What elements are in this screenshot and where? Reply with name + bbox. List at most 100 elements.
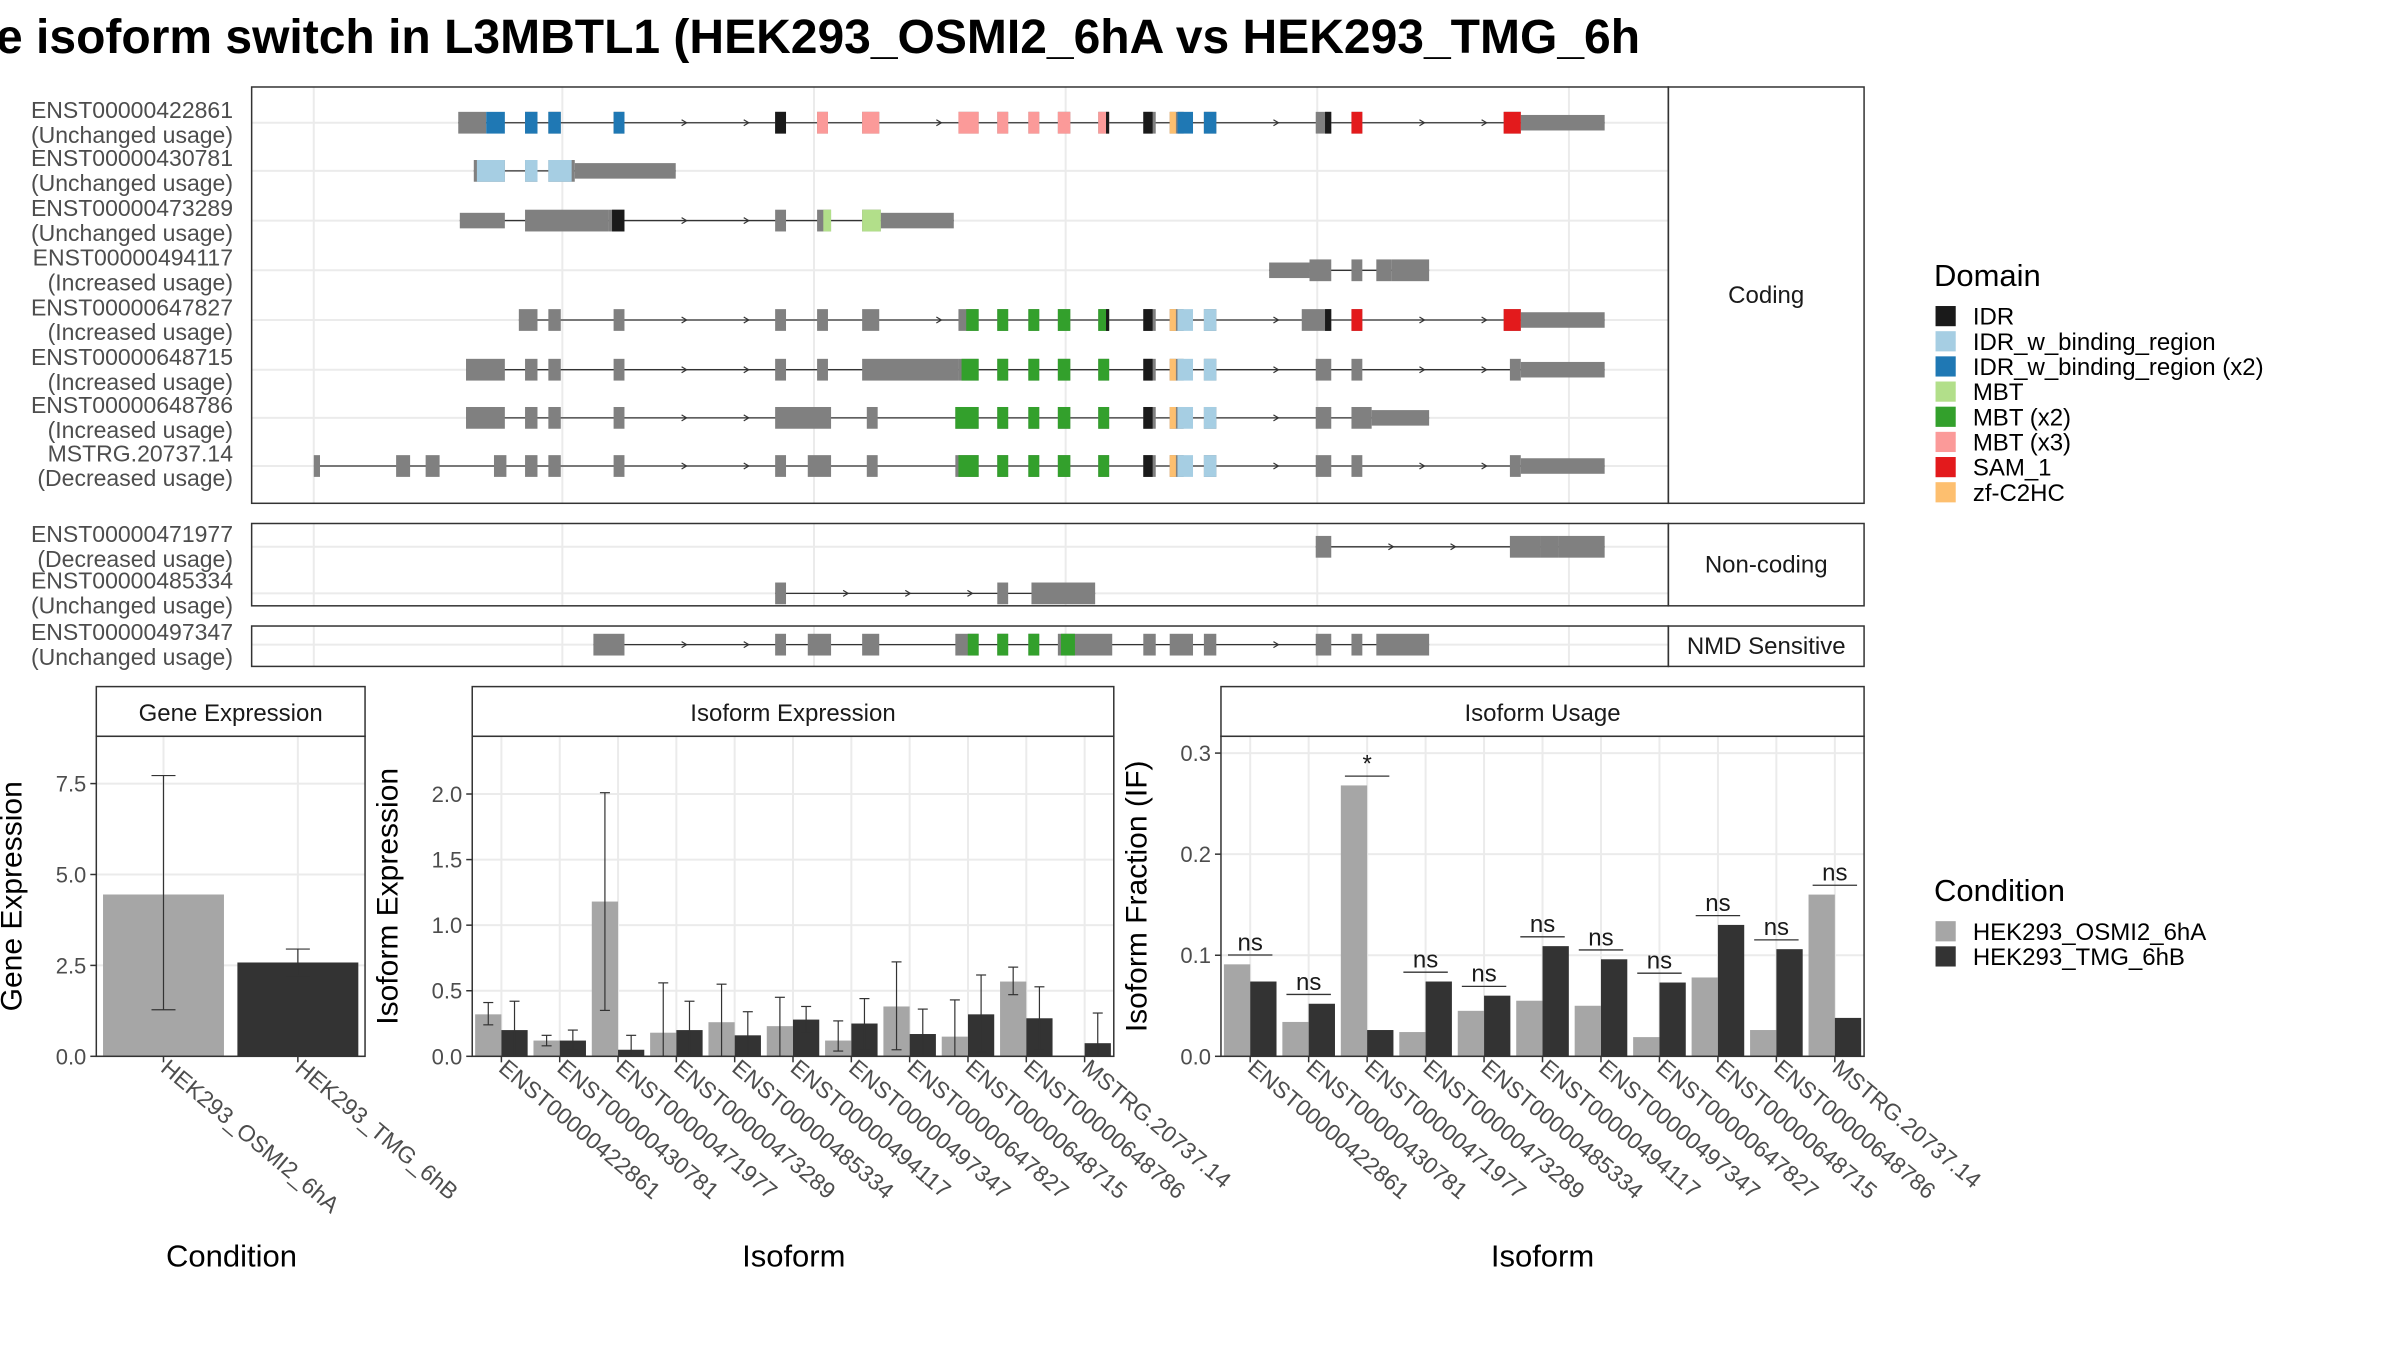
domain-block xyxy=(997,633,1009,656)
domain-legend-swatch xyxy=(1935,331,1956,352)
transcript-usage-label: (Increased usage) xyxy=(48,417,233,443)
structure-strip xyxy=(1667,86,1865,505)
domain-legend-swatch xyxy=(1935,457,1956,478)
exon-block xyxy=(613,406,625,429)
domain-block xyxy=(1057,111,1071,134)
exon-block xyxy=(1315,358,1332,381)
intron-arrow-icon xyxy=(936,316,943,324)
exon-block xyxy=(1315,535,1332,558)
domain-block xyxy=(1057,309,1071,331)
condition-legend-label: HEK293_OSMI2_6hA xyxy=(1973,919,2206,946)
intron-arrow-icon xyxy=(681,366,688,374)
domain-block xyxy=(548,160,572,182)
transcript-usage-label: (Unchanged usage) xyxy=(31,593,233,619)
significance-label: ns xyxy=(1530,911,1555,938)
intron-arrow-icon xyxy=(842,589,850,597)
domain-legend-label: IDR xyxy=(1973,304,2014,331)
transcript-usage-label: (Unchanged usage) xyxy=(31,220,233,246)
y-axis-title: Isoform Fraction (IF) xyxy=(1120,760,1153,1032)
exon-block xyxy=(518,309,538,331)
exon-block xyxy=(525,455,538,477)
transcript-id-label: ENST00000471977 xyxy=(31,521,233,547)
exon-block xyxy=(1315,633,1332,656)
intron-arrow-icon xyxy=(1273,641,1280,649)
transcript-id-label: ENST00000647827 xyxy=(31,294,233,320)
y-axis-title: Isoform Expression xyxy=(372,768,405,1025)
domain-block xyxy=(967,633,979,656)
exon-block xyxy=(775,633,787,656)
x-axis-title: Condition xyxy=(166,1238,297,1273)
exon-block xyxy=(466,406,505,429)
exon-block xyxy=(1520,312,1605,328)
domain-block xyxy=(775,111,787,134)
x-axis-title: Isoform xyxy=(742,1238,845,1273)
y-tick-label: 0.0 xyxy=(56,1044,87,1069)
intron-arrow-icon xyxy=(1273,462,1280,470)
structure-panel-border xyxy=(250,625,1670,668)
exon-block xyxy=(775,582,787,605)
significance-label: ns xyxy=(1238,929,1263,956)
exon-block xyxy=(1269,262,1310,279)
structure-strip-label: NMD Sensitive xyxy=(1687,633,1846,660)
significance-label: ns xyxy=(1705,890,1730,917)
significance-label: ns xyxy=(1822,860,1847,887)
intron-arrow-icon xyxy=(743,217,750,225)
intron-arrow-icon xyxy=(1481,316,1488,324)
domain-legend-title: Domain xyxy=(1934,258,2041,293)
domain-block xyxy=(1177,358,1194,381)
y-tick-label: 2.5 xyxy=(56,953,87,978)
significance-label: ns xyxy=(1413,947,1438,974)
bar xyxy=(1484,995,1511,1057)
intron-arrow-icon xyxy=(681,462,688,470)
exon-block xyxy=(1309,259,1332,282)
exon-block xyxy=(1509,358,1521,381)
bar xyxy=(1834,1017,1862,1057)
domain-block xyxy=(1098,111,1110,134)
domain-block xyxy=(1028,111,1040,134)
intron-arrow-icon xyxy=(1273,366,1280,374)
exon-block xyxy=(862,358,959,381)
exon-block xyxy=(313,455,320,477)
exon-block xyxy=(574,163,676,179)
exon-block xyxy=(396,455,411,477)
y-tick-label: 7.5 xyxy=(56,772,87,797)
domain-block xyxy=(1028,309,1040,331)
domain-block xyxy=(1028,406,1040,429)
domain-block xyxy=(486,111,505,134)
domain-block xyxy=(1203,406,1217,429)
domain-block xyxy=(997,406,1009,429)
transcript-id-label: ENST00000648715 xyxy=(31,344,233,370)
exon-block xyxy=(1351,633,1363,656)
domain-legend-label: SAM_1 xyxy=(1973,455,2052,482)
exon-block xyxy=(866,406,878,429)
transcript-id-label: MSTRG.20737.14 xyxy=(48,440,234,466)
y-tick-label: 1.0 xyxy=(432,913,463,938)
exon-block xyxy=(458,111,487,134)
transcript-usage-label: (Unchanged usage) xyxy=(31,122,233,148)
exon-block xyxy=(525,358,538,381)
intron-arrow-icon xyxy=(1481,366,1488,374)
exon-block xyxy=(1315,455,1332,477)
transcript-id-label: ENST00000473289 xyxy=(31,195,233,221)
exon-block xyxy=(775,455,787,477)
domain-block xyxy=(1177,309,1194,331)
domain-block xyxy=(1503,111,1521,134)
domain-block xyxy=(1177,406,1194,429)
domain-block xyxy=(997,111,1009,134)
y-tick-label: 2.0 xyxy=(432,782,463,807)
bar xyxy=(533,1040,560,1057)
domain-legend-label: MBT (x3) xyxy=(1973,429,2071,456)
exon-block xyxy=(1558,535,1605,558)
exon-block xyxy=(862,309,880,331)
significance-label: ns xyxy=(1588,924,1613,951)
exon-block xyxy=(593,633,625,656)
domain-block xyxy=(1203,455,1217,477)
exon-block xyxy=(1351,358,1363,381)
bar xyxy=(237,962,359,1057)
exon-block xyxy=(1351,406,1372,429)
exon-block xyxy=(1143,633,1156,656)
exon-block xyxy=(817,309,828,331)
exon-block xyxy=(459,212,505,229)
